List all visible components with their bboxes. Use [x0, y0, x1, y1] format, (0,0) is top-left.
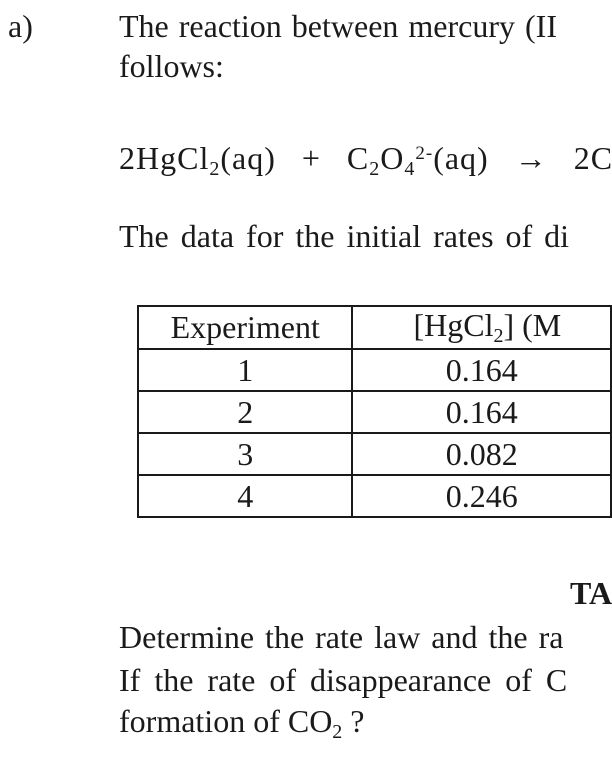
chemical-equation: 2HgCl2(aq) + C2O42-(aq) → 2C: [119, 137, 612, 186]
equation-segment: 2HgCl: [119, 140, 210, 176]
table-row: 2 0.164: [136, 390, 612, 434]
question-subscript: 2: [332, 721, 343, 743]
equation-segment: (aq) → 2C: [433, 140, 612, 176]
intro-text-line-1: The reaction between mercury (II: [119, 8, 557, 44]
table-cell-experiment: 1: [136, 348, 354, 392]
header-segment: [HgCl: [413, 307, 494, 343]
table-cell-experiment: 2: [136, 390, 354, 434]
table-row: 3 0.082: [136, 432, 612, 476]
question-line-1: Determine the rate law and the ra: [119, 619, 564, 655]
table-header-experiment: Experiment: [136, 305, 354, 350]
equation-subscript: 4: [404, 158, 416, 180]
table-cell-experiment: 4: [136, 474, 354, 518]
list-item-label: a): [8, 8, 33, 44]
question-segment: formation of CO: [119, 703, 333, 739]
question-line-3: formation of CO2 ?: [119, 704, 365, 749]
table-cell-hgcl2-concentration: 0.246: [351, 474, 612, 518]
header-segment: ] (M: [503, 307, 562, 343]
equation-segment: O: [380, 140, 405, 176]
table-cell-hgcl2-concentration: 0.164: [351, 390, 612, 434]
table-cell-experiment: 3: [136, 432, 354, 476]
question-segment: ?: [342, 703, 365, 739]
data-description-line: The data for the initial rates of di: [119, 218, 570, 254]
table-caption: TA: [570, 575, 612, 611]
intro-text-line-2: follows:: [119, 48, 224, 84]
table-cell-hgcl2-concentration: 0.082: [351, 432, 612, 476]
table-row: 1 0.164: [136, 348, 612, 392]
equation-segment: (aq) + C: [220, 140, 370, 176]
header-subscript: 2: [493, 325, 504, 347]
question-line-2: If the rate of disappearance of C: [119, 662, 568, 698]
equation-superscript: 2-: [415, 143, 434, 164]
table-header-hgcl2-concentration: [HgCl2] (M: [351, 305, 612, 350]
rates-data-table: Experiment [HgCl2] (M 1 0.164 2 0.164 3 …: [136, 305, 612, 518]
table-header-row: Experiment [HgCl2] (M: [136, 305, 612, 350]
table-row: 4 0.246: [136, 474, 612, 518]
equation-subscript: 2: [209, 158, 221, 180]
table-cell-hgcl2-concentration: 0.164: [351, 348, 612, 392]
equation-subscript: 2: [369, 158, 381, 180]
